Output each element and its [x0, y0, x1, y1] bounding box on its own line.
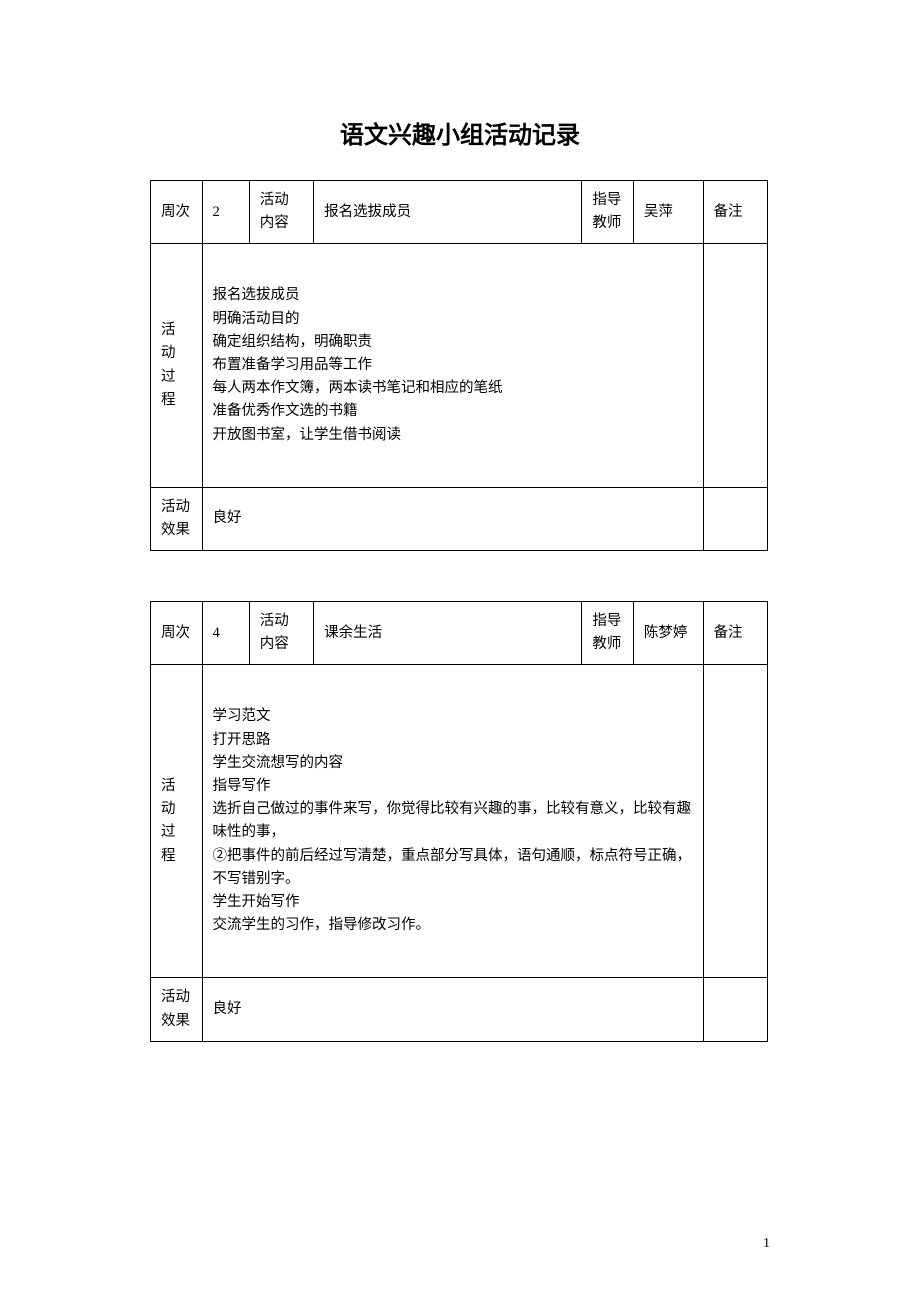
process-value: 报名选拔成员明确活动目的确定组织结构，明确职责布置准备学习用品等工作每人两本作文…: [202, 244, 703, 487]
process-remark: [703, 665, 767, 978]
result-remark: [703, 978, 767, 1041]
content-value: 报名选拔成员: [314, 181, 582, 244]
week-value: 4: [202, 602, 249, 665]
remark-label: 备注: [703, 602, 767, 665]
week-label: 周次: [151, 602, 203, 665]
process-label: 活动过程: [151, 244, 203, 487]
process-label: 活动过程: [151, 665, 203, 978]
header-row: 周次 4 活动内容 课余生活 指导教师 陈梦婷 备注: [151, 602, 768, 665]
result-row: 活动效果 良好: [151, 978, 768, 1041]
process-remark: [703, 244, 767, 487]
content-label: 活动内容: [249, 602, 313, 665]
teacher-label: 指导教师: [582, 602, 634, 665]
result-value: 良好: [202, 487, 703, 550]
teacher-value: 吴萍: [633, 181, 703, 244]
remark-label: 备注: [703, 181, 767, 244]
record-table-1: 周次 2 活动内容 报名选拔成员 指导教师 吴萍 备注 活动过程 报名选拔成员明…: [150, 180, 768, 551]
result-row: 活动效果 良好: [151, 487, 768, 550]
content-label: 活动内容: [249, 181, 313, 244]
process-row: 活动过程 学习范文打开思路学生交流想写的内容指导写作选折自己做过的事件来写，你觉…: [151, 665, 768, 978]
week-label: 周次: [151, 181, 203, 244]
week-value: 2: [202, 181, 249, 244]
result-value: 良好: [202, 978, 703, 1041]
page-number: 1: [763, 1236, 770, 1252]
page-title: 语文兴趣小组活动记录: [0, 0, 920, 180]
process-row: 活动过程 报名选拔成员明确活动目的确定组织结构，明确职责布置准备学习用品等工作每…: [151, 244, 768, 487]
header-row: 周次 2 活动内容 报名选拔成员 指导教师 吴萍 备注: [151, 181, 768, 244]
teacher-label: 指导教师: [582, 181, 634, 244]
result-label: 活动效果: [151, 487, 203, 550]
teacher-value: 陈梦婷: [633, 602, 703, 665]
result-label: 活动效果: [151, 978, 203, 1041]
process-value: 学习范文打开思路学生交流想写的内容指导写作选折自己做过的事件来写，你觉得比较有兴…: [202, 665, 703, 978]
record-table-2: 周次 4 活动内容 课余生活 指导教师 陈梦婷 备注 活动过程 学习范文打开思路…: [150, 601, 768, 1042]
content-value: 课余生活: [314, 602, 582, 665]
result-remark: [703, 487, 767, 550]
